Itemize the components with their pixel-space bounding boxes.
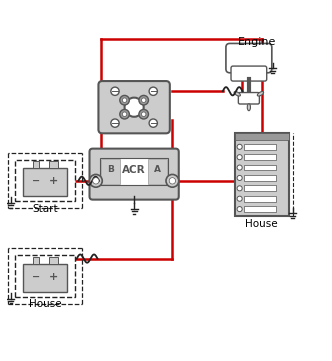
Circle shape — [120, 95, 129, 105]
Circle shape — [237, 155, 242, 160]
Circle shape — [139, 109, 148, 119]
Circle shape — [237, 165, 242, 170]
Circle shape — [120, 109, 129, 119]
Bar — [33, 257, 40, 264]
Text: +: + — [49, 176, 58, 186]
Bar — [234, 133, 289, 216]
FancyBboxPatch shape — [231, 66, 267, 81]
Text: +: + — [49, 272, 58, 282]
Bar — [102, 159, 120, 184]
Circle shape — [149, 119, 157, 127]
Circle shape — [122, 98, 127, 103]
Bar — [23, 168, 67, 196]
FancyBboxPatch shape — [98, 81, 170, 133]
Circle shape — [93, 178, 99, 184]
Text: Start: Start — [32, 204, 58, 214]
Circle shape — [169, 178, 176, 184]
Circle shape — [111, 119, 119, 127]
Text: ACR: ACR — [122, 165, 146, 175]
Bar — [33, 161, 40, 168]
Ellipse shape — [257, 92, 264, 96]
Text: −: − — [32, 272, 40, 282]
Circle shape — [141, 112, 146, 117]
Text: A: A — [154, 165, 161, 174]
FancyBboxPatch shape — [90, 149, 179, 200]
Bar — [234, 133, 289, 140]
Circle shape — [122, 112, 127, 117]
Text: B: B — [107, 165, 114, 174]
Circle shape — [237, 144, 242, 149]
Circle shape — [149, 87, 157, 95]
Bar — [148, 159, 167, 184]
Text: Engine: Engine — [238, 37, 276, 47]
Bar — [244, 154, 276, 160]
Bar — [244, 196, 276, 201]
Bar — [244, 186, 276, 191]
Circle shape — [237, 175, 242, 180]
Bar — [49, 257, 58, 264]
Circle shape — [237, 206, 242, 212]
Circle shape — [141, 98, 146, 103]
Ellipse shape — [234, 92, 240, 96]
Text: House: House — [29, 299, 61, 309]
Circle shape — [237, 186, 242, 191]
Bar — [15, 255, 75, 297]
Bar — [244, 175, 276, 181]
Text: House: House — [245, 219, 278, 229]
Circle shape — [237, 196, 242, 201]
Circle shape — [166, 174, 179, 187]
Bar — [244, 144, 276, 150]
Ellipse shape — [247, 104, 250, 111]
Bar — [49, 161, 58, 168]
Bar — [23, 264, 67, 292]
Text: −: − — [32, 176, 40, 186]
Circle shape — [90, 174, 102, 187]
Bar — [100, 158, 168, 185]
FancyBboxPatch shape — [226, 43, 272, 73]
Bar — [244, 165, 276, 170]
Circle shape — [139, 95, 148, 105]
FancyBboxPatch shape — [238, 92, 259, 104]
Bar — [244, 206, 276, 212]
Circle shape — [124, 97, 144, 117]
Bar — [15, 160, 75, 201]
Circle shape — [111, 87, 119, 95]
